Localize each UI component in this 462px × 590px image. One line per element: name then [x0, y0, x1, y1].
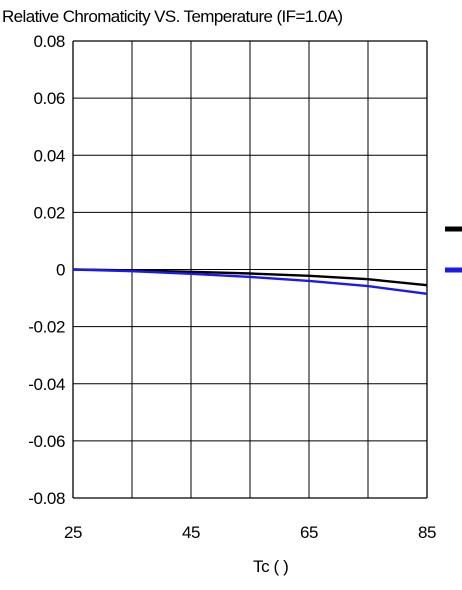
x-tick-label: 25: [64, 523, 82, 542]
y-tick-label: 0.02: [34, 203, 66, 222]
y-tick-label: -0.06: [28, 432, 65, 451]
legend: [445, 229, 462, 270]
x-tick-label: 45: [182, 523, 200, 542]
y-tick-label: 0.06: [34, 89, 66, 108]
y-tick-label: -0.08: [28, 489, 65, 508]
x-tick-label: 65: [300, 523, 318, 542]
y-tick-label: -0.04: [28, 375, 65, 394]
y-tick-label: 0: [56, 261, 65, 280]
y-tick-label: -0.02: [28, 318, 65, 337]
x-axis-label: Tc ( ): [253, 557, 288, 576]
y-tick-label: 0.04: [34, 146, 66, 165]
y-tick-label: 0.08: [34, 32, 66, 51]
x-tick-label: 85: [418, 523, 436, 542]
chart-title: Relative Chromaticity VS. Temperature (I…: [2, 7, 342, 26]
